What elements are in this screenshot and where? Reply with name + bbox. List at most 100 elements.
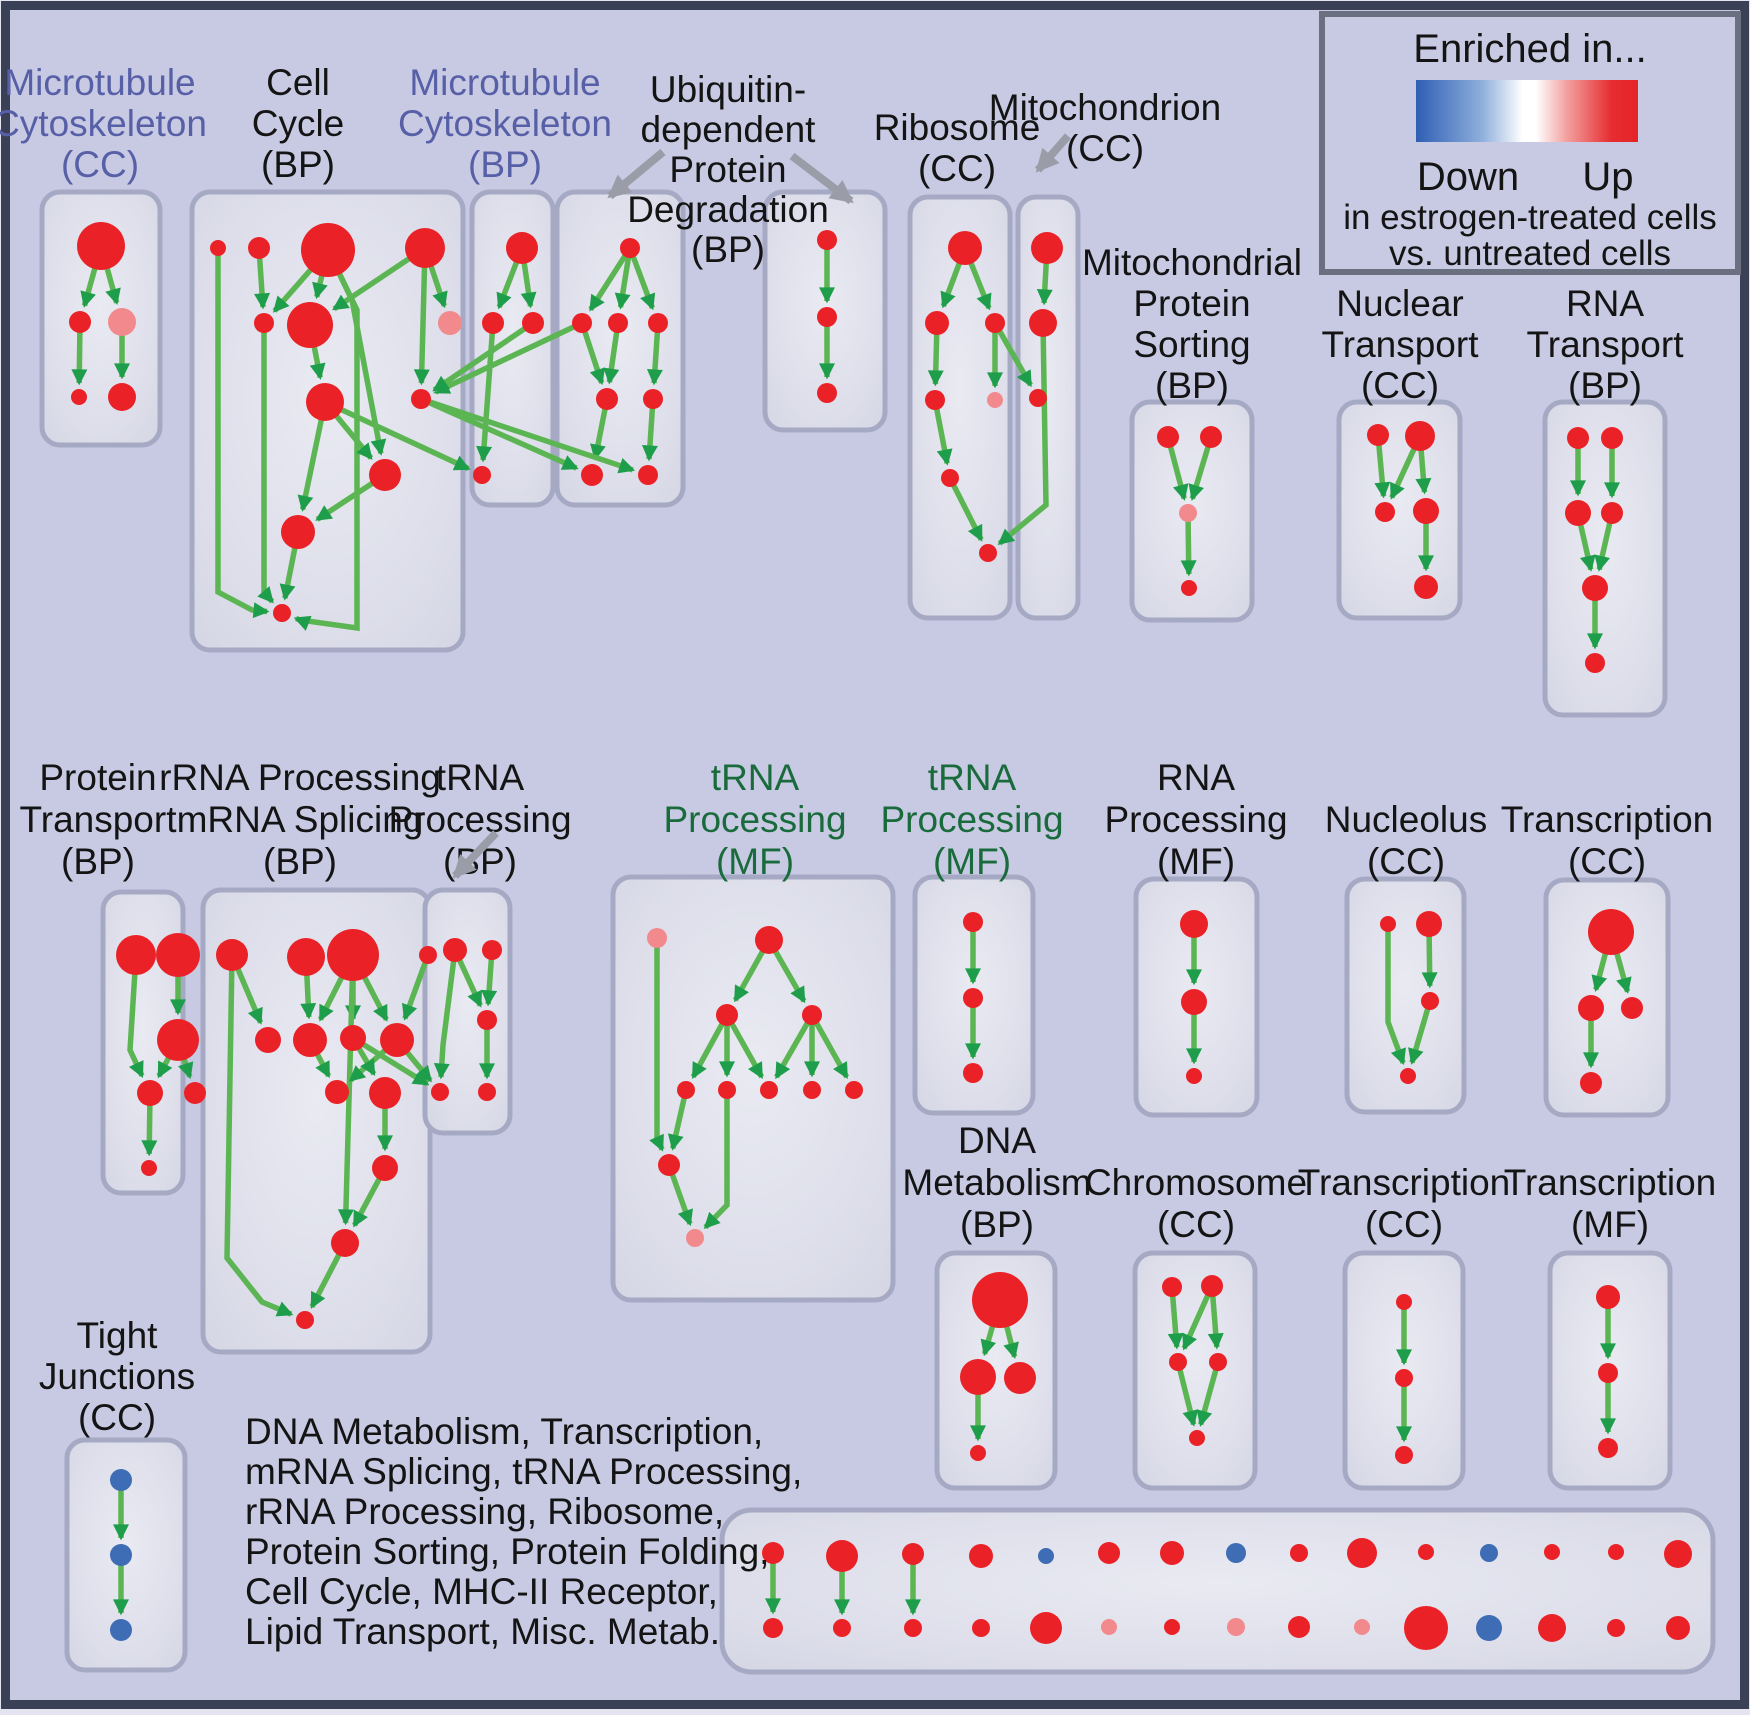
cluster-box-ubiquitin <box>554 189 686 508</box>
node-rrna-mrna-g9 <box>325 1080 349 1104</box>
node-protein-transport-p5 <box>184 1082 206 1104</box>
node-rrna-mrna-g11 <box>372 1155 398 1181</box>
edge-ubiquitin-u1-u2 <box>588 246 633 312</box>
node-trna-mf-large-k3 <box>716 1004 738 1026</box>
node-rrna-mrna-g12 <box>331 1229 359 1257</box>
node-trna-bp-h5 <box>478 1083 496 1101</box>
node-rrna-mrna-g13 <box>296 1311 314 1329</box>
node-tight-junctions-b2 <box>110 1544 132 1566</box>
node-nucleolus-d3 <box>1421 992 1439 1010</box>
node-rna-processing-mf-c1 <box>1180 910 1208 938</box>
node-protein-transport-p4 <box>137 1080 163 1106</box>
legend-title: Enriched in... <box>1413 27 1646 71</box>
cluster-label-transcription-mf-line-0: Transcription <box>1504 1162 1716 1203</box>
node-misc-box-mt10 <box>1418 1544 1434 1560</box>
cluster-label-transcription-mf-line-1: (MF) <box>1571 1204 1649 1245</box>
node-ubiquitin-2-v2 <box>817 307 837 327</box>
node-microtubule-bp-m1 <box>506 232 538 264</box>
cluster-label-trna-mf-small-line-2: (MF) <box>933 841 1011 882</box>
edge-ribosome-r6-r7 <box>947 476 984 542</box>
node-rna-transport-q6 <box>1585 653 1605 673</box>
misc-text-line-1: mRNA Splicing, tRNA Processing, <box>245 1451 802 1492</box>
node-misc-box-mb5 <box>1101 1619 1117 1635</box>
cluster-label-cell-cycle-line-1: Cycle <box>252 103 345 144</box>
node-ubiquitin-u5 <box>596 388 618 410</box>
edge-rrna-mrna-g3-g12 <box>337 954 356 1226</box>
edge-trna-mf-large-k4-k7 <box>774 1013 815 1080</box>
node-chromosome-x1 <box>1162 1277 1182 1297</box>
node-nuclear-transport-t3 <box>1375 502 1395 522</box>
node-microtubule-bp-m2 <box>482 312 504 334</box>
node-transcription-mf-z2 <box>1598 1363 1618 1383</box>
node-nuclear-transport-t1 <box>1367 424 1389 446</box>
node-rrna-mrna-g8 <box>380 1023 414 1057</box>
edge-nucleolus-d3-d4 <box>1408 1000 1433 1065</box>
node-trna-mf-large-k2 <box>755 926 783 954</box>
label-pointer-arrow-3 <box>452 830 499 879</box>
node-transcription-cc-2-e4 <box>1580 1072 1602 1094</box>
node-ubiquitin-u8 <box>638 465 658 485</box>
node-trna-mf-small-j2 <box>963 988 983 1008</box>
node-nucleolus-d1 <box>1380 916 1396 932</box>
node-transcription-cc-3-y3 <box>1395 1446 1413 1464</box>
node-misc-box-mb4 <box>1030 1612 1062 1644</box>
cluster-label-mito-sorting-line-1: Protein <box>1133 283 1250 324</box>
node-misc-box-mt6 <box>1160 1541 1184 1565</box>
node-rna-transport-q5 <box>1582 575 1608 601</box>
node-protein-transport-p2 <box>156 933 200 977</box>
node-rrna-mrna-g1 <box>216 939 248 971</box>
node-ubiquitin-u3 <box>608 313 628 333</box>
node-misc-box-mt11 <box>1480 1544 1498 1562</box>
cluster-label-mitochondrion-line-0: Mitochondrion <box>989 87 1221 128</box>
cluster-label-trna-mf-small-line-0: tRNA <box>928 757 1017 798</box>
node-chromosome-x5 <box>1189 1430 1205 1446</box>
cluster-box-microtubule-bp <box>469 189 556 508</box>
cluster-label-trna-mf-large-line-0: tRNA <box>711 757 800 798</box>
node-cell-cycle-n10 <box>369 459 401 491</box>
cluster-label-trna-bp-line-0: tRNA <box>436 757 525 798</box>
misc-text-line-5: Lipid Transport, Misc. Metab. <box>245 1611 720 1652</box>
edge-trna-mf-large-k1-k10 <box>649 938 665 1152</box>
cluster-label-dna-metabolism-line-0: DNA <box>958 1120 1036 1161</box>
node-cell-cycle-n5 <box>254 313 274 333</box>
node-dna-metabolism-f2 <box>960 1359 996 1395</box>
node-chromosome-x2 <box>1201 1275 1223 1297</box>
cluster-label-transcription-cc-2-line-1: (CC) <box>1568 841 1646 882</box>
node-trna-mf-large-k4 <box>802 1005 822 1025</box>
node-misc-box-mb9 <box>1354 1619 1370 1635</box>
cluster-label-ribosome-line-1: (CC) <box>918 148 996 189</box>
node-cell-cycle-n9 <box>411 389 431 409</box>
node-ubiquitin-u2 <box>572 313 592 333</box>
node-misc-box-mb14 <box>1666 1616 1690 1640</box>
cluster-label-microtubule-cc-line-0: Microtubule <box>4 62 195 103</box>
node-transcription-mf-z3 <box>1598 1438 1618 1458</box>
cluster-label-protein-transport-line-0: Protein <box>39 757 156 798</box>
edge-ubiquitin-u1-u4 <box>627 247 656 311</box>
node-rrna-mrna-g10 <box>369 1077 401 1109</box>
node-misc-box-mt14 <box>1664 1540 1692 1568</box>
cluster-label-rrna-mrna-line-0: rRNA Processing <box>159 757 441 798</box>
label-pointer-arrow-0 <box>607 148 666 200</box>
node-misc-box-mb13 <box>1607 1619 1625 1637</box>
node-rna-transport-q1 <box>1567 427 1589 449</box>
node-rrna-mrna-g5 <box>255 1027 281 1053</box>
edge-chromosome-x1-x3 <box>1167 1286 1184 1350</box>
node-tight-junctions-b1 <box>110 1469 132 1491</box>
cluster-label-rna-processing-mf-line-2: (MF) <box>1157 841 1235 882</box>
misc-text-line-4: Cell Cycle, MHC-II Receptor, <box>245 1571 718 1612</box>
cluster-box-rna-transport <box>1542 399 1668 718</box>
cross-edge-ubiquitin.u2-cell-cycle.n9 <box>433 320 584 395</box>
edge-rrna-mrna-g4-g8 <box>402 954 431 1021</box>
misc-text-line-3: Protein Sorting, Protein Folding, <box>245 1531 769 1572</box>
node-trna-mf-large-k9 <box>845 1081 863 1099</box>
cluster-label-nuclear-transport-line-0: Nuclear <box>1336 283 1464 324</box>
node-microtubule-bp-m3 <box>522 312 544 334</box>
node-trna-mf-large-k8 <box>803 1081 821 1099</box>
edge-rrna-mrna-g1-g13 <box>224 954 294 1317</box>
node-rna-transport-q3 <box>1565 500 1591 526</box>
edge-trna-mf-large-k5-k10 <box>667 1089 689 1151</box>
edge-ubiquitin-u6-u8 <box>641 398 658 462</box>
node-transcription-cc-2-e2 <box>1578 995 1604 1021</box>
node-rna-transport-q2 <box>1601 427 1623 449</box>
